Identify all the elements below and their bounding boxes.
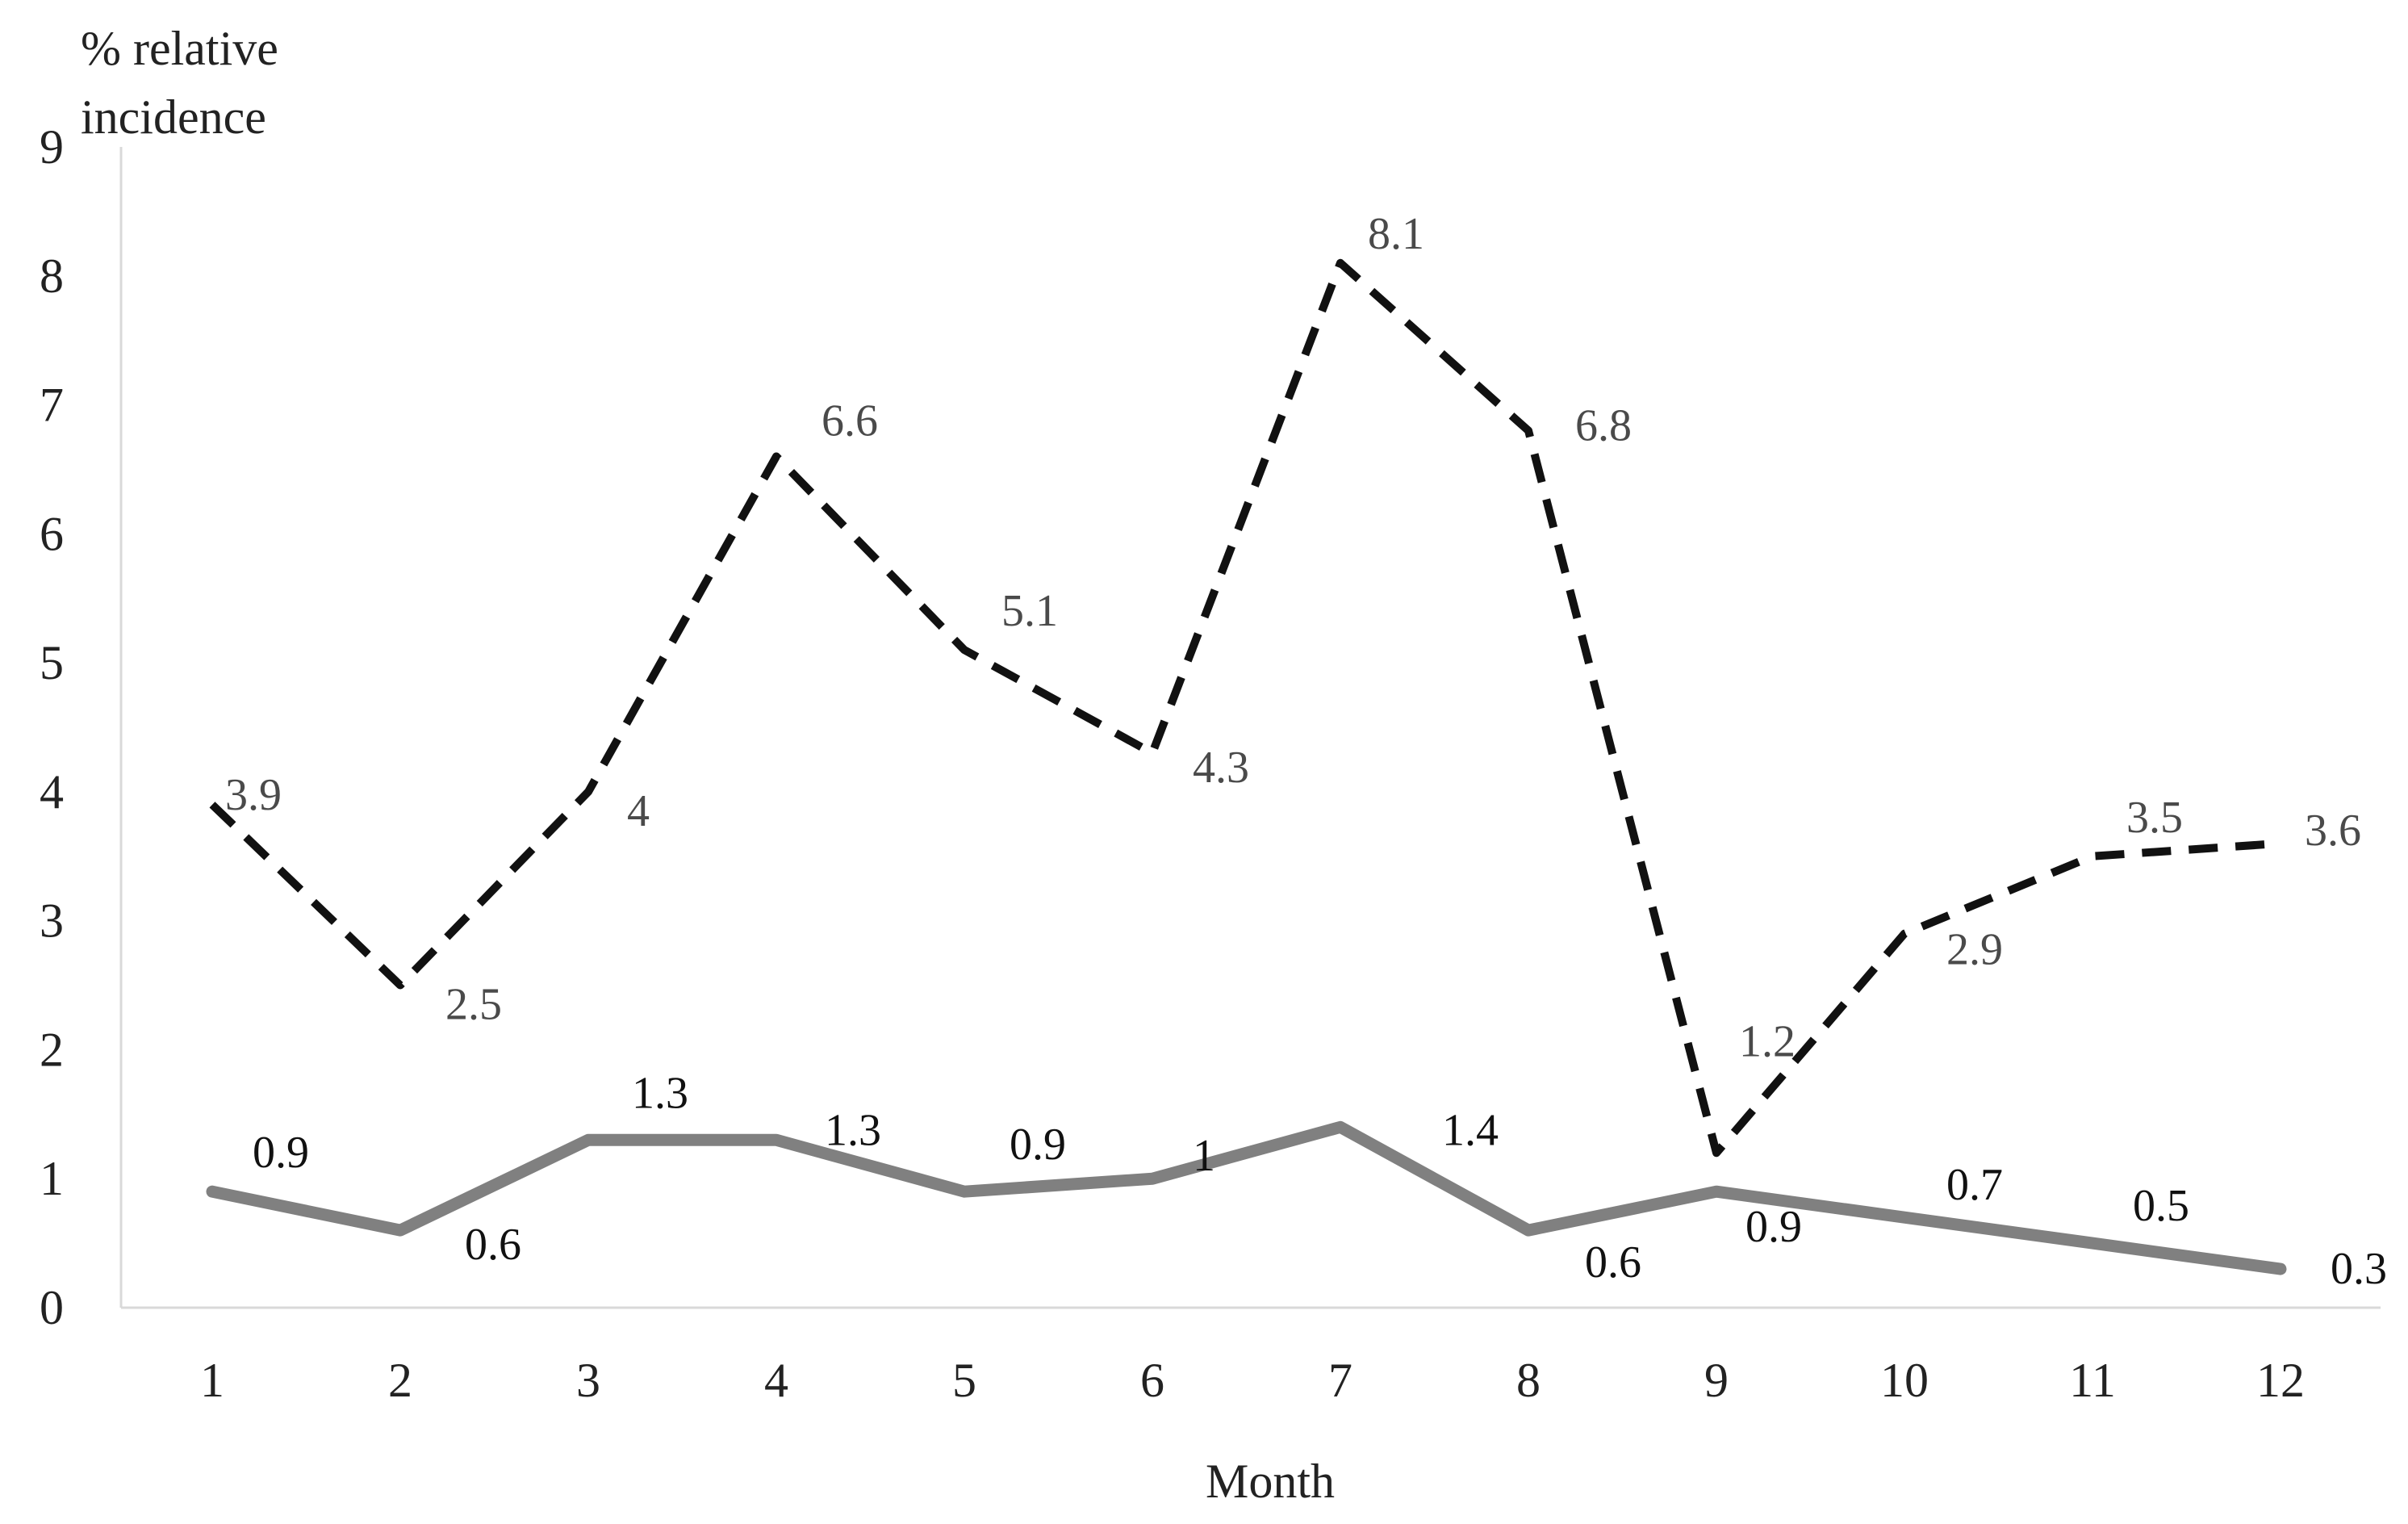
- data-label: 0.3: [2331, 1244, 2387, 1294]
- x-tick-label: 10: [1880, 1354, 1929, 1407]
- data-label: 1.2: [1739, 1016, 1796, 1066]
- x-tick-label: 3: [576, 1354, 600, 1407]
- y-tick-label: 1: [40, 1152, 64, 1205]
- y-tick-label: 0: [40, 1281, 64, 1334]
- x-tick-label: 12: [2256, 1354, 2305, 1407]
- data-label: 0.9: [253, 1128, 309, 1178]
- y-tick-label: 6: [40, 507, 64, 560]
- y-tick-labels: 0 1 2 3 4 5 6 7 8 9: [40, 120, 64, 1334]
- data-label: 1.3: [632, 1068, 688, 1118]
- data-label: 8.1: [1368, 209, 1424, 259]
- x-tick-label: 7: [1328, 1354, 1352, 1407]
- dashed-series-line: [209, 258, 2281, 1158]
- series-layer: [206, 258, 2287, 1275]
- x-tick-label: 1: [200, 1354, 224, 1407]
- y-tick-label: 8: [40, 249, 64, 303]
- data-label: 0.7: [1946, 1160, 2003, 1210]
- x-tick-label: 4: [764, 1354, 788, 1407]
- x-tick-label: 9: [1704, 1354, 1729, 1407]
- data-label: 0.9: [1010, 1120, 1066, 1170]
- data-label: 6.8: [1575, 401, 1632, 451]
- x-tick-label: 6: [1140, 1354, 1164, 1407]
- x-tick-label: 11: [2069, 1354, 2116, 1407]
- x-tick-label: 8: [1516, 1354, 1541, 1407]
- y-tick-label: 9: [40, 120, 64, 174]
- x-tick-label: 5: [952, 1354, 976, 1407]
- x-axis-title: Month: [1206, 1455, 1335, 1508]
- data-label: 1.3: [825, 1105, 881, 1155]
- data-label: 2.9: [1946, 925, 2003, 975]
- x-tick-label: 2: [388, 1354, 412, 1407]
- data-label: 0.6: [1585, 1237, 1641, 1287]
- data-label: 3.9: [225, 770, 282, 820]
- data-label: 0.5: [2133, 1181, 2189, 1231]
- data-label: 6.6: [821, 396, 878, 446]
- y-tick-label: 4: [40, 765, 64, 819]
- data-label: 0.9: [1745, 1202, 1802, 1252]
- data-label: 3.5: [2126, 793, 2183, 843]
- data-label: 1: [1193, 1131, 1215, 1181]
- data-label: 0.6: [465, 1220, 521, 1270]
- y-tick-label: 3: [40, 894, 64, 948]
- y-axis-title-line-1: % relative: [81, 22, 278, 75]
- data-label: 4.3: [1193, 743, 1249, 793]
- x-tick-labels: 1 2 3 4 5 6 7 8 9 10 11 12: [200, 1354, 2305, 1407]
- data-label: 5.1: [1001, 586, 1058, 636]
- data-label: 3.6: [2305, 806, 2361, 856]
- y-tick-label: 2: [40, 1023, 64, 1076]
- data-label: 1.4: [1442, 1105, 1499, 1155]
- solid-series-line: [206, 1120, 2287, 1275]
- data-labels: 3.9 2.5 4 6.6 5.1 4.3 8.1 6.8 1.2 2.9 3.5 3.6 0.9 0.6…: [225, 209, 2387, 1294]
- y-tick-label: 5: [40, 636, 64, 689]
- data-label: 4: [627, 786, 650, 836]
- y-axis-title-line-2: incidence: [81, 90, 266, 144]
- y-tick-label: 7: [40, 379, 64, 432]
- axes-layer: [119, 147, 2381, 1309]
- data-label: 2.5: [445, 980, 502, 1030]
